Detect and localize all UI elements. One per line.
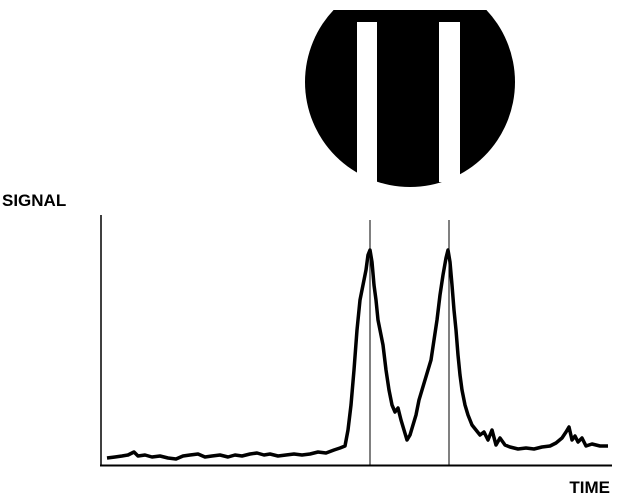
signal-trace [107,250,608,459]
slit [439,22,460,182]
aperture-disc [305,0,515,187]
page: SIGNAL TIME (() => { const data = JSON.p… [0,0,620,498]
figure: SIGNAL TIME [0,0,620,498]
aperture [305,0,515,187]
x-axis-label: TIME [569,478,610,497]
slit [357,22,377,182]
y-axis-label: SIGNAL [2,191,66,210]
